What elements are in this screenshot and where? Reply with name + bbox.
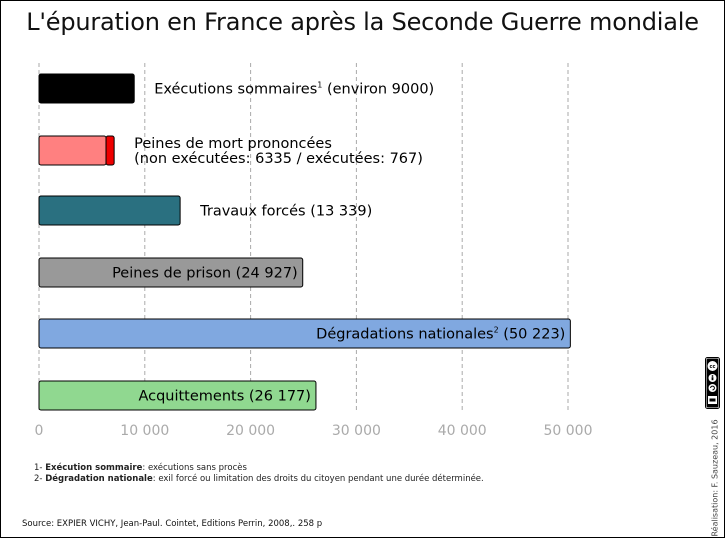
bar-group: Peines de prison (24 927): [38, 257, 304, 288]
bar-group: Travaux forcés (13 339): [38, 195, 372, 226]
bar-label: Exécutions sommaires1 (environ 9000): [154, 81, 434, 98]
bar-label: Peines de mort prononcées: [134, 136, 332, 152]
x-tick-label: 10 000: [120, 423, 169, 439]
bar-label: Acquittements (26 177): [138, 389, 311, 405]
chart-title: L'épuration en France après la Seconde G…: [26, 8, 699, 36]
bar-segment: [38, 135, 107, 166]
footnote-2: 2- Dégradation nationale: exil forcé ou …: [34, 474, 484, 484]
bar-group: Dégradations nationales2 (50 223): [38, 318, 571, 349]
x-tick-label: 30 000: [332, 423, 381, 439]
bar-label-line2: (non exécutées: 6335 / exécutées: 767): [134, 151, 423, 167]
bar-segment: [105, 135, 115, 166]
svg-text:cc: cc: [710, 364, 716, 370]
bar-label: Travaux forcés (13 339): [199, 204, 372, 220]
bar: [38, 257, 304, 288]
bar-group: Exécutions sommaires1 (environ 9000): [38, 73, 434, 104]
cc-by-sa-icon: cc: [705, 357, 720, 409]
credit-text: Réalisation: F. Sauzeau, 2016: [710, 419, 720, 537]
footnote-1: 1- Exécution sommaire: exécutions sans p…: [34, 463, 247, 473]
bar: [38, 195, 181, 226]
x-tick-label: 20 000: [226, 423, 275, 439]
bar: [38, 380, 317, 411]
bar: [38, 73, 135, 104]
bar-label: Peines de prison (24 927): [112, 266, 298, 282]
source-note: Source: EXPIER VICHY, Jean-Paul. Cointet…: [22, 519, 323, 529]
bar-label: Dégradations nationales2 (50 223): [316, 326, 565, 343]
x-tick-label: 40 000: [438, 423, 487, 439]
x-tick-label: 0: [35, 423, 44, 439]
x-tick-label: 50 000: [544, 423, 593, 439]
footnotes: 1- Exécution sommaire: exécutions sans p…: [34, 463, 484, 485]
bar-group: Peines de mort prononcées(non exécutées:…: [38, 135, 423, 167]
bar: [38, 318, 571, 349]
bar-group: Acquittements (26 177): [38, 380, 317, 411]
